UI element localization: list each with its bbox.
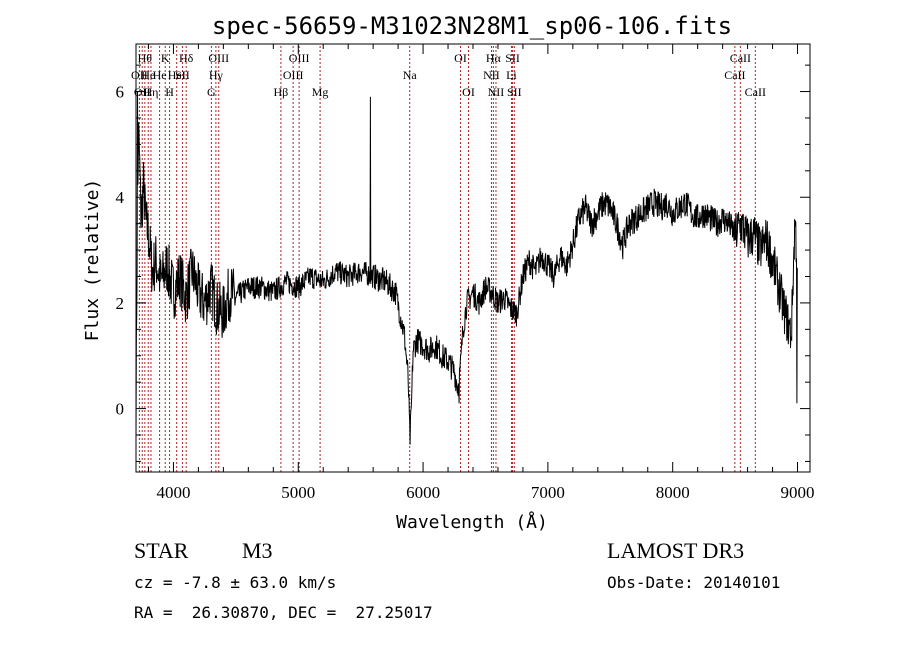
line-marker-label: Mg (312, 85, 329, 99)
object-class: STAR (134, 538, 189, 563)
line-marker-label: Li (506, 68, 517, 82)
line-marker-label: Hα (486, 51, 502, 65)
line-marker-label: Na (403, 68, 418, 82)
line-marker-label: SII (175, 68, 190, 82)
chart-title: spec-56659-M31023N28M1_sp06-106.fits (212, 12, 732, 40)
x-axis: 4000 5000 6000 7000 8000 9000 (147, 44, 815, 502)
line-marker-label: HeI (168, 68, 186, 82)
plot-frame (135, 43, 811, 473)
x-tick-label: 9000 (781, 483, 815, 502)
line-marker-label: He (153, 68, 167, 82)
x-tick-label: 6000 (406, 483, 440, 502)
line-marker-label: OIII (208, 51, 229, 65)
x-axis-label: Wavelength (Å) (396, 511, 548, 533)
line-marker-label: NII (488, 85, 505, 99)
y-axis: 0 2 4 6 (116, 64, 810, 462)
x-tick-label: 5000 (281, 483, 315, 502)
line-marker-label: CaII (724, 68, 745, 82)
line-marker-label: Hθ (138, 51, 153, 65)
line-marker-label: OI (462, 85, 475, 99)
spectral-line-labels: OIIOIIHθHeHηHeKHHeISIIHδGHγOIIIHβOIIIOII… (131, 51, 766, 99)
y-tick-label: 2 (116, 294, 125, 313)
line-marker-label: Hβ (274, 85, 289, 99)
line-marker-label: Hη (144, 85, 159, 99)
line-marker-label: OIII (283, 68, 304, 82)
line-marker-label: SII (505, 51, 520, 65)
line-marker-label: H (165, 85, 174, 99)
coordinates: RA = 26.30870, DEC = 27.25017 (134, 603, 433, 622)
line-marker-label: G (207, 85, 216, 99)
line-marker-label: He (141, 68, 155, 82)
line-marker-label: CaII (745, 85, 766, 99)
y-axis-label: Flux (relative) (82, 179, 103, 342)
line-marker-label: Hγ (209, 68, 224, 82)
y-tick-label: 0 (116, 400, 125, 419)
line-marker-label: K (161, 51, 170, 65)
y-tick-label: 6 (116, 83, 125, 102)
line-marker-label: OIII (289, 51, 310, 65)
x-tick-label: 8000 (656, 483, 690, 502)
y-tick-label: 4 (116, 188, 125, 207)
x-tick-label: 4000 (156, 483, 190, 502)
line-marker-label: SII (507, 85, 522, 99)
line-marker-label: NII (483, 68, 500, 82)
x-tick-label: 7000 (531, 483, 565, 502)
object-subclass: M3 (242, 538, 273, 563)
spectral-line-markers (138, 46, 756, 472)
spectrum-line (135, 91, 798, 445)
line-marker-label: CaII (730, 51, 751, 65)
line-marker-label: Hδ (179, 51, 194, 65)
redshift-text: cz = -7.8 ± 63.0 km/s (134, 573, 337, 592)
line-marker-label: OII (131, 68, 148, 82)
line-marker-label: OI (454, 51, 467, 65)
survey-name: LAMOST DR3 (607, 538, 745, 563)
obs-date: Obs-Date: 20140101 (607, 573, 781, 592)
